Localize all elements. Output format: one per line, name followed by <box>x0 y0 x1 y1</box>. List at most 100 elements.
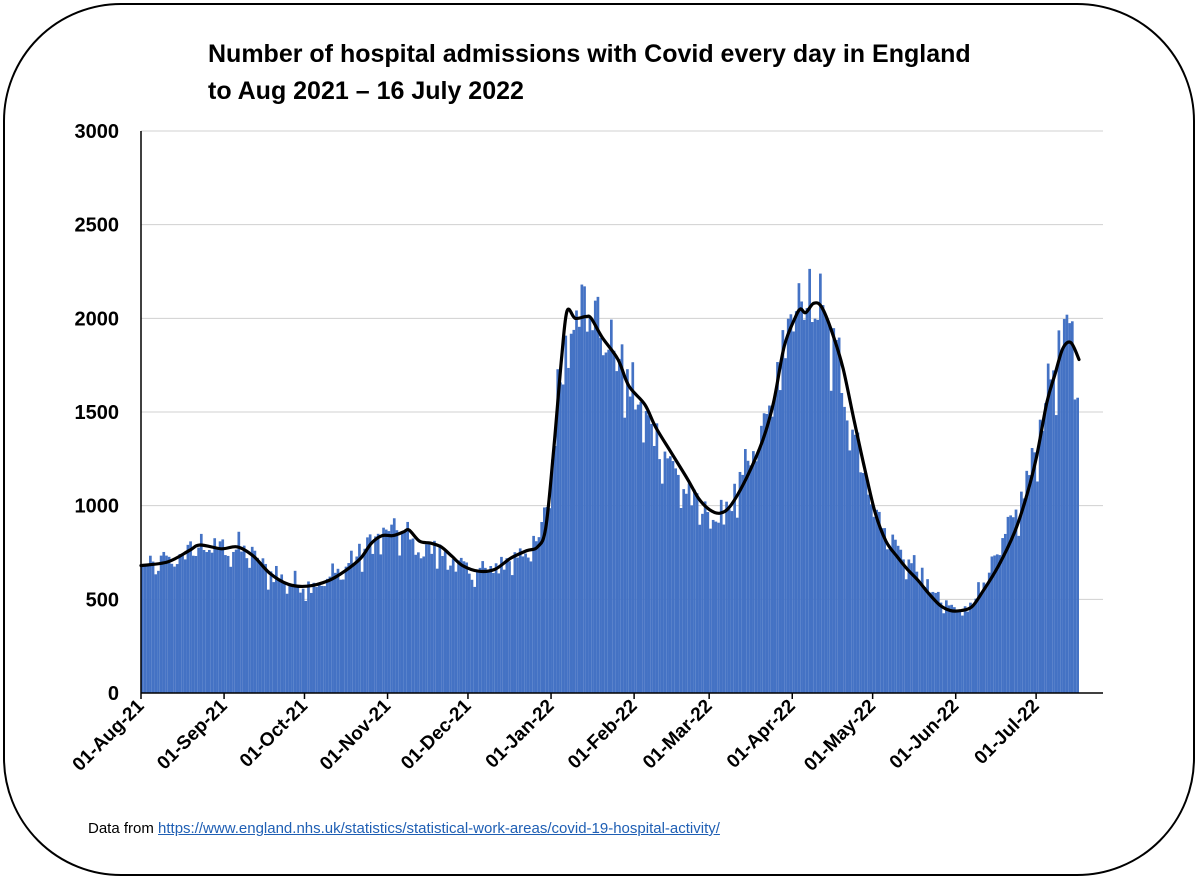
bar <box>770 416 774 693</box>
bar <box>636 404 640 693</box>
bar <box>1049 379 1053 693</box>
bar <box>256 557 259 693</box>
bar <box>224 555 227 693</box>
bar <box>537 537 541 693</box>
bar <box>516 557 519 693</box>
bar <box>561 384 565 693</box>
x-tick-label-01-nov-21: 01-Nov-21 <box>316 695 395 774</box>
y-tick-label-1500: 1500 <box>75 402 120 424</box>
bar <box>639 401 643 693</box>
bar <box>360 571 364 693</box>
bar <box>1033 452 1037 693</box>
bar <box>406 521 409 693</box>
bar <box>283 583 286 693</box>
bar <box>658 459 661 693</box>
bar <box>904 579 908 693</box>
bar <box>173 566 176 693</box>
bar <box>363 548 367 693</box>
bar <box>693 489 696 693</box>
x-tick-label-01-dec-21: 01-Dec-21 <box>397 695 476 774</box>
bar <box>1065 314 1069 693</box>
bar <box>234 549 238 693</box>
bar <box>583 286 586 693</box>
bar <box>543 507 546 693</box>
bar <box>189 541 192 693</box>
bar <box>827 322 830 693</box>
bar <box>502 569 506 693</box>
bar <box>336 568 340 693</box>
bar <box>331 563 334 693</box>
bar <box>1041 430 1045 693</box>
bar <box>478 567 482 693</box>
bar <box>920 567 924 693</box>
bar <box>387 531 391 693</box>
bar <box>213 538 217 693</box>
x-tick-label-01-apr-22: 01-Apr-22 <box>723 696 800 773</box>
bar <box>845 420 849 693</box>
bar <box>644 410 648 693</box>
bar <box>1009 515 1012 693</box>
bar <box>926 579 929 693</box>
bar <box>304 600 308 693</box>
bar <box>165 555 168 693</box>
bar <box>607 349 610 693</box>
bar <box>953 607 956 693</box>
bar <box>476 569 479 693</box>
bar <box>585 331 589 693</box>
chart-title: Number of hospital admissions with Covid… <box>208 36 971 110</box>
x-tick-label-01-may-22: 01-May-22 <box>800 696 880 776</box>
bar <box>794 311 798 693</box>
bar <box>457 560 460 693</box>
bar <box>237 531 241 693</box>
y-tick-label-2500: 2500 <box>75 215 120 237</box>
bar <box>792 331 795 693</box>
bar <box>253 550 257 693</box>
bar <box>261 558 265 693</box>
bar <box>181 553 184 693</box>
bar <box>886 549 889 693</box>
bar <box>682 489 686 693</box>
bar <box>993 555 996 693</box>
bar <box>593 300 597 693</box>
bar <box>719 499 723 693</box>
bar <box>966 611 970 693</box>
bar <box>529 561 533 693</box>
data-source-note: Data from https://www.england.nhs.uk/sta… <box>88 820 720 837</box>
bar <box>312 582 316 693</box>
data-source-prefix: Data from <box>88 820 159 837</box>
x-tick-label-01-oct-21: 01-Oct-21 <box>236 695 312 771</box>
bar <box>985 584 988 693</box>
data-source-link[interactable]: https://www.england.nhs.uk/statistics/st… <box>158 820 720 837</box>
bar <box>398 555 401 693</box>
bar <box>451 559 455 693</box>
bar <box>199 533 203 693</box>
bar <box>489 566 493 693</box>
x-tick-label-01-feb-22: 01-Feb-22 <box>564 696 642 774</box>
bar <box>939 602 943 693</box>
bar <box>384 529 388 693</box>
bar <box>765 413 769 693</box>
bar <box>808 268 811 693</box>
bar <box>760 425 763 693</box>
bar <box>1038 419 1042 693</box>
bar <box>888 548 892 693</box>
bar <box>987 572 991 693</box>
bar <box>631 362 635 693</box>
bar <box>248 567 251 693</box>
bar <box>208 549 211 693</box>
bar <box>315 587 318 693</box>
bar <box>687 483 691 693</box>
bar <box>821 305 825 693</box>
bar <box>829 390 833 693</box>
bar <box>690 505 694 693</box>
bar <box>945 600 948 693</box>
bar <box>931 591 935 693</box>
bar <box>403 532 407 693</box>
bar <box>210 552 214 693</box>
bar <box>628 396 632 693</box>
bar <box>910 563 913 693</box>
bar <box>615 371 619 693</box>
bar <box>355 556 359 693</box>
bar <box>701 513 704 693</box>
bar <box>497 573 501 693</box>
